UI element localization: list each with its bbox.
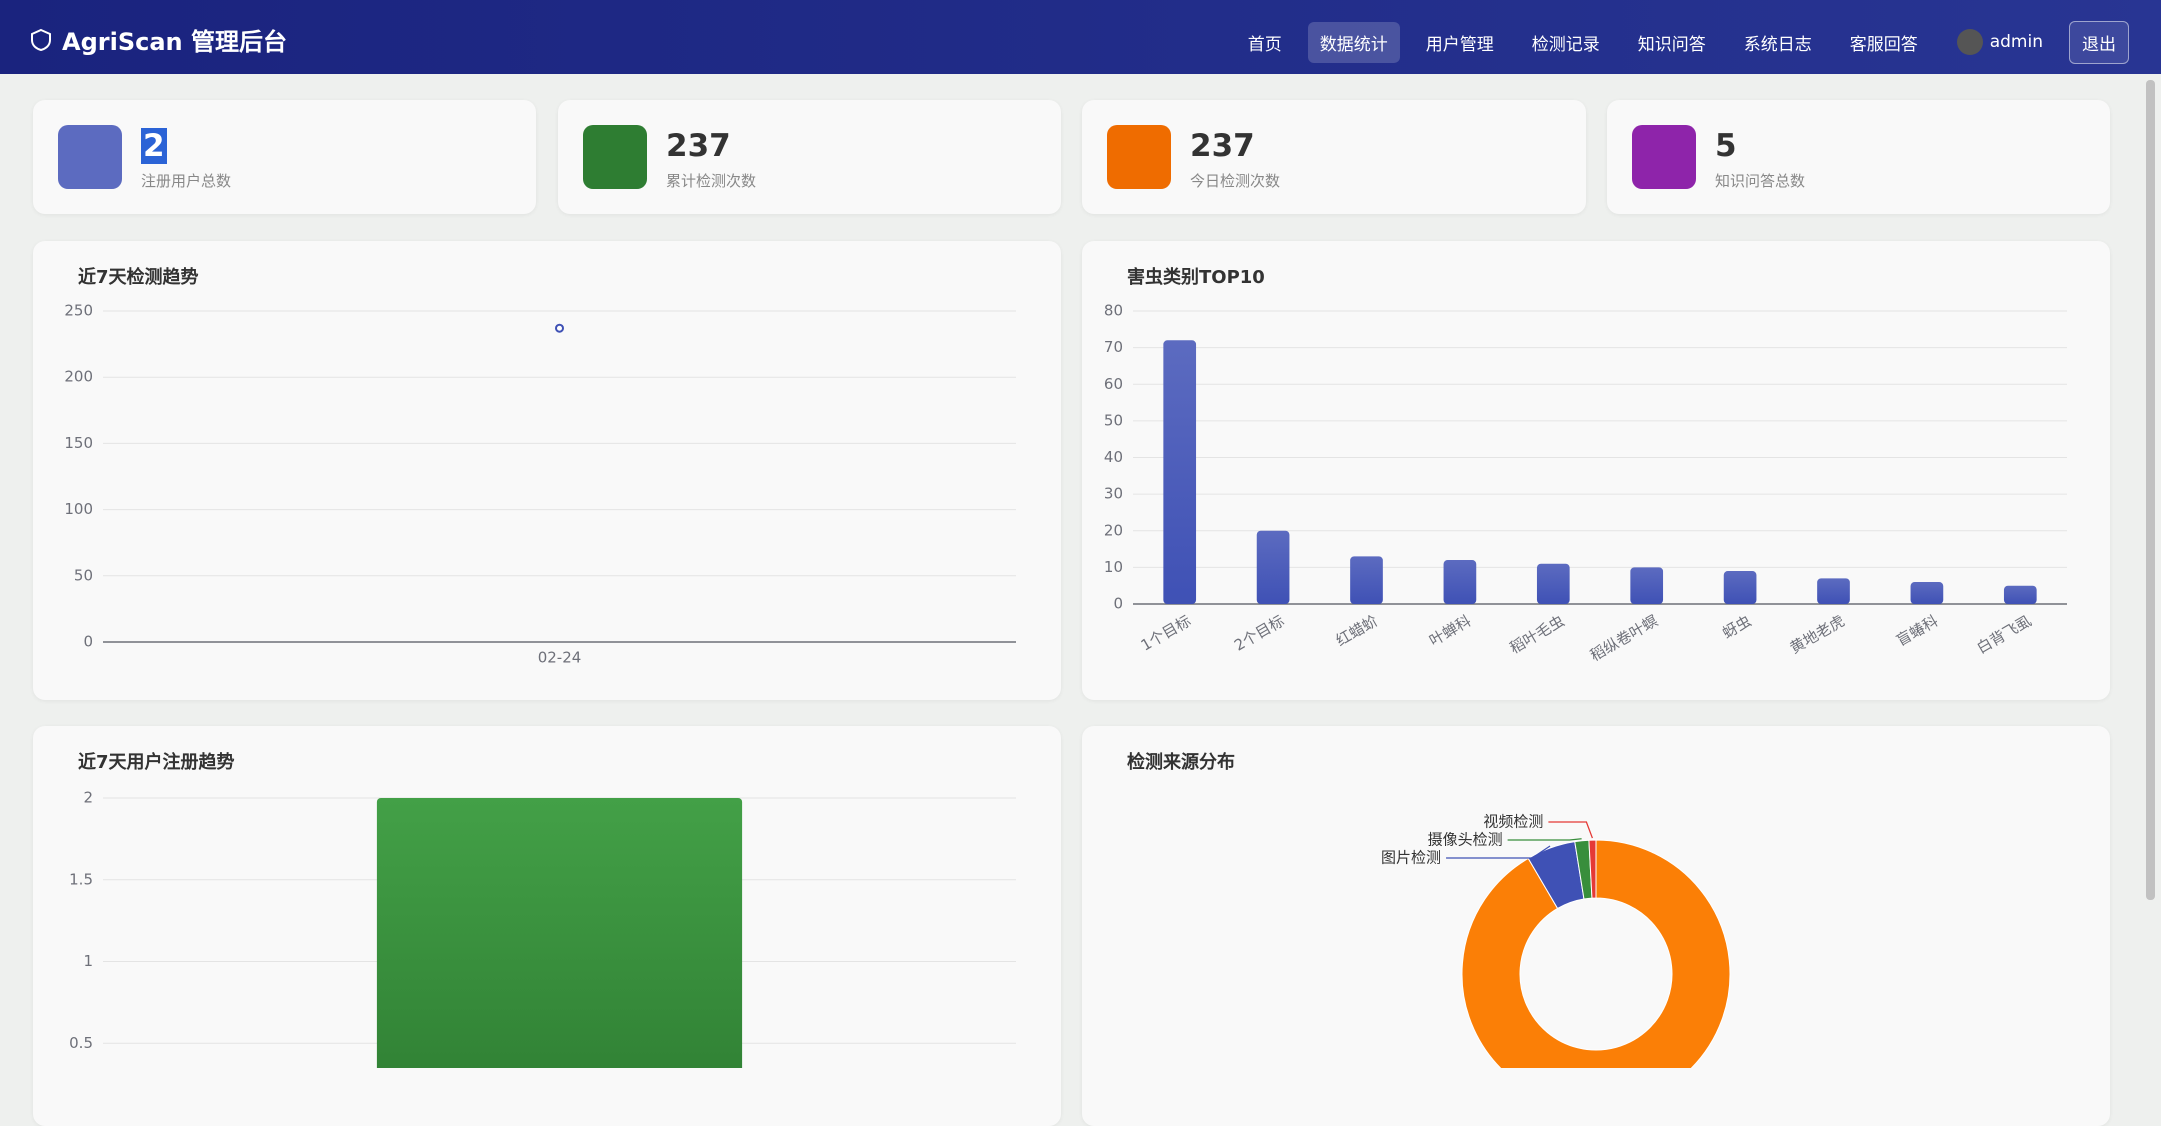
y-tick-label: 150 [64,434,93,452]
y-tick-label: 20 [1104,521,1123,539]
nav-item[interactable]: 数据统计 [1307,21,1400,63]
bar [1163,340,1197,604]
nav-item[interactable]: 首页 [1247,34,1282,55]
x-tick-label: 1个目标 [1138,612,1194,655]
bar [1350,556,1383,604]
y-tick-label: 50 [74,566,93,584]
stat-card: 237 今日检测次数 [1082,100,1586,214]
bar [376,798,743,1068]
stat-icon [583,125,647,189]
stat-label: 今日检测次数 [1190,172,1281,190]
stat-value: 237 [666,128,731,164]
chart-title: 害虫类别TOP10 [1127,267,1265,288]
stat-icon [1632,125,1696,189]
bar [1910,582,1944,604]
scrollbar[interactable] [2146,80,2155,900]
x-tick-label: 02-24 [538,649,582,667]
stat-icon [1107,125,1171,189]
header: AgriScan 管理后台 首页 数据统计 用户管理 检测记录 知识问答 系统日… [0,0,2161,74]
stat-card: 5 知识问答总数 [1607,100,2110,214]
bar [1630,567,1664,604]
bar [2003,585,2037,604]
y-tick-label: 80 [1104,302,1123,320]
x-tick-label: 黄地老虎 [1787,612,1848,658]
y-tick-label: 0 [83,633,93,651]
pie-slice [1588,839,1597,899]
bar [1817,578,1850,604]
y-tick-label: 250 [64,302,93,320]
label-line [1446,845,1551,859]
chart-title: 检测来源分布 [1127,752,1235,773]
y-tick-label: 70 [1104,338,1123,356]
stat-icon [58,125,122,189]
nav-item[interactable]: 客服回答 [1849,34,1918,55]
chart-title: 近7天用户注册趋势 [78,752,235,773]
y-tick-label: 100 [64,500,93,518]
user-name: admin [1989,32,2043,52]
y-tick-label: 30 [1104,485,1123,503]
stat-label: 知识问答总数 [1715,172,1806,190]
x-tick-label: 白背飞虱 [1974,612,2035,658]
label-line [1507,838,1582,841]
x-tick-label: 蚜虫 [1719,612,1754,643]
app-title: AgriScan 管理后台 [62,28,287,56]
y-tick-label: 1 [83,952,93,970]
stat-value: 237 [1190,128,1255,164]
stat-label: 累计检测次数 [666,172,757,190]
chart-card: 近7天检测趋势 [33,241,1061,700]
stat-card: 237 累计检测次数 [558,100,1061,214]
nav-item[interactable]: 系统日志 [1743,34,1812,55]
logo [31,28,51,51]
y-tick-label: 1.5 [69,870,93,888]
y-tick-label: 40 [1104,448,1123,466]
x-tick-label: 稻叶毛虫 [1507,612,1568,658]
x-tick-label: 2个目标 [1231,612,1287,655]
chart-title: 近7天检测趋势 [78,267,199,288]
nav-item[interactable]: 检测记录 [1531,34,1600,55]
label-line [1548,821,1594,839]
bar [1256,530,1290,604]
user[interactable]: admin [1944,20,2055,64]
x-tick-label: 盲蝽科 [1893,612,1941,650]
avatar [1956,29,1983,55]
x-tick-label: 稻纵卷叶螟 [1587,612,1661,665]
stat-label: 注册用户总数 [141,172,232,190]
pie-label: 摄像头检测 [1428,831,1503,849]
pie-label: 图片检测 [1381,849,1441,867]
logout-button[interactable]: 退出 [2069,20,2129,64]
nav-item[interactable]: 知识问答 [1637,34,1706,55]
nav: 首页 数据统计 用户管理 检测记录 知识问答 系统日志 客服回答 admin 退… [1236,20,2129,64]
bar [1723,571,1757,604]
stat-value: 2 [141,128,167,164]
x-tick-label: 红蜡蚧 [1333,612,1381,650]
y-tick-label: 50 [1104,411,1123,429]
x-tick-label: 叶蝉科 [1426,612,1474,650]
pie-slice [1461,839,1731,1068]
chart-card: 害虫类别TOP10 [1082,241,2110,700]
charts: 0 50 100 150 200 250 02-24 0 10 20 30 40 50 60 70 80 1个目… [64,302,2067,1068]
pie-label: 视频检测 [1483,813,1543,831]
bar [1536,563,1570,604]
stat-value: 5 [1715,128,1737,164]
y-tick-label: 2 [83,789,93,807]
brand: AgriScan 管理后台 [30,22,287,57]
y-tick-label: 60 [1104,375,1123,393]
bar [1443,560,1477,604]
nav-item[interactable]: 用户管理 [1425,34,1494,55]
y-tick-label: 200 [64,368,93,386]
stat-card: 2 注册用户总数 [33,100,536,214]
y-tick-label: 0.5 [69,1034,93,1052]
point [555,323,564,333]
y-tick-label: 10 [1104,558,1123,576]
y-tick-label: 0 [1113,595,1123,613]
